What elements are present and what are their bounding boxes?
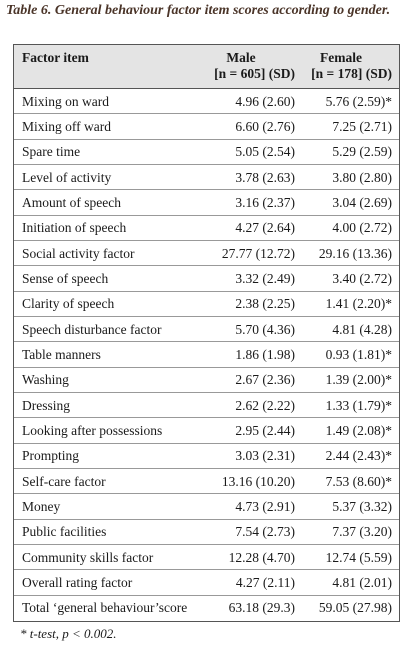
table-row: Looking after possessions 2.95 (2.44) 1.49…: [14, 418, 399, 444]
header-cell: Factor item: [22, 50, 89, 65]
value-cell: 29.16 (13.36): [318, 245, 392, 261]
header-subcell: [n = 178] (SD): [311, 66, 392, 81]
value-cell: 3.03 (2.31): [235, 448, 295, 464]
value-cell: 1.33 (1.79)*: [325, 397, 392, 413]
table-row: Social activity factor 27.77 (12.72) 29.16…: [14, 241, 399, 267]
table-row: Dressing 2.62 (2.22) 1.33 (1.79)*: [14, 393, 399, 419]
value-cell: 12.74 (5.59): [325, 549, 392, 565]
table-row: Washing 2.67 (2.36) 1.39 (2.00)*: [14, 368, 399, 393]
table-row: Money 4.73 (2.91) 5.37 (3.32): [14, 494, 399, 520]
value-cell: 3.04 (2.69): [332, 194, 392, 210]
table-row: Public facilities 7.54 (2.73) 7.37 (3.20): [14, 520, 399, 545]
value-cell: 5.29 (2.59): [332, 144, 392, 160]
value-cell: 3.32 (2.49): [235, 270, 295, 286]
value-cell: 4.81 (4.28): [332, 321, 392, 337]
value-cell: 1.49 (2.08)*: [325, 422, 392, 438]
value-cell: 3.16 (2.37): [235, 194, 295, 210]
table: Factor item Male [n = 605] (SD) Female [n = …: [13, 44, 400, 622]
value-cell: 2.44 (2.43)*: [325, 448, 392, 464]
table-row: Mixing on ward 4.96 (2.60) 5.76 (2.59)*: [14, 89, 399, 115]
table-row: Table manners 1.86 (1.98) 0.93 (1.81)*: [14, 342, 399, 368]
value-cell: 1.39 (2.00)*: [325, 372, 392, 388]
item-cell: Initiation of speech: [22, 220, 127, 236]
item-cell: Amount of speech: [22, 194, 121, 210]
item-cell: Prompting: [22, 448, 80, 464]
item-cell: Mixing off ward: [22, 118, 111, 134]
table-row: Clarity of speech 2.38 (2.25) 1.41 (2.20)*: [14, 292, 399, 317]
value-cell: 2.38 (2.25): [235, 296, 295, 312]
value-cell: 4.96 (2.60): [235, 93, 295, 109]
value-cell: 5.76 (2.59)*: [325, 93, 392, 109]
item-cell: Dressing: [22, 397, 70, 413]
value-cell: 1.86 (1.98): [235, 346, 295, 362]
header-cell: Male: [226, 50, 256, 65]
value-cell: 2.95 (2.44): [235, 422, 295, 438]
value-cell: 5.05 (2.54): [235, 144, 295, 160]
table-row: Speech disturbance factor 5.70 (4.36) 4.81…: [14, 317, 399, 343]
value-cell: 5.37 (3.32): [332, 498, 392, 514]
item-cell: Money: [22, 498, 61, 514]
value-cell: 59.05 (27.98): [318, 600, 392, 616]
item-cell: Self-care factor: [22, 473, 106, 489]
value-cell: 2.62 (2.22): [235, 397, 295, 413]
table-row: Total ‘general behaviour’score 63.18 (29.…: [14, 596, 399, 621]
table-row: Mixing off ward 6.60 (2.76) 7.25 (2.71): [14, 114, 399, 140]
table-row: Level of activity 3.78 (2.63) 3.80 (2.80): [14, 165, 399, 191]
value-cell: 12.28 (4.70): [228, 549, 295, 565]
item-cell: Looking after possessions: [22, 422, 163, 438]
value-cell: 2.67 (2.36): [235, 372, 295, 388]
value-cell: 27.77 (12.72): [221, 245, 295, 261]
table-row: Overall rating factor 4.27 (2.11) 4.81 (2.…: [14, 570, 399, 596]
value-cell: 6.60 (2.76): [235, 118, 295, 134]
item-cell: Level of activity: [22, 169, 112, 185]
value-cell: 4.81 (2.01): [332, 574, 392, 590]
item-cell: Sense of speech: [22, 270, 109, 286]
value-cell: 1.41 (2.20)*: [325, 296, 392, 312]
item-cell: Spare time: [22, 144, 81, 160]
value-cell: 3.40 (2.72): [332, 270, 392, 286]
item-cell: Community skills factor: [22, 549, 154, 565]
value-cell: 13.16 (10.20): [221, 473, 295, 489]
footnote: * t-test, p < 0.002.: [20, 626, 117, 641]
item-cell: Washing: [22, 372, 69, 388]
item-cell: Clarity of speech: [22, 296, 115, 312]
value-cell: 63.18 (29.3): [228, 600, 295, 616]
value-cell: 4.73 (2.91): [235, 498, 295, 514]
value-cell: 4.00 (2.72): [332, 220, 392, 236]
header-cell: Female: [320, 50, 362, 65]
value-cell: 3.78 (2.63): [235, 169, 295, 185]
item-cell: Table manners: [22, 346, 101, 362]
item-cell: Total ‘general behaviour’score: [22, 600, 188, 616]
table-row: Initiation of speech 4.27 (2.64) 4.00 (2.7…: [14, 216, 399, 241]
table-row: Community skills factor 12.28 (4.70) 12.74…: [14, 545, 399, 571]
table-row: Self-care factor 13.16 (10.20) 7.53 (8.60)…: [14, 469, 399, 495]
item-cell: Social activity factor: [22, 245, 135, 261]
value-cell: 4.27 (2.64): [235, 220, 295, 236]
table-row: Sense of speech 3.32 (2.49) 3.40 (2.72): [14, 266, 399, 292]
item-cell: Speech disturbance factor: [22, 321, 162, 337]
value-cell: 7.37 (3.20): [332, 524, 392, 540]
item-cell: Public facilities: [22, 524, 107, 540]
item-cell: Overall rating factor: [22, 574, 133, 590]
value-cell: 5.70 (4.36): [235, 321, 295, 337]
value-cell: 7.54 (2.73): [235, 524, 295, 540]
value-cell: 0.93 (1.81)*: [325, 346, 392, 362]
value-cell: 7.53 (8.60)*: [325, 473, 392, 489]
value-cell: 3.80 (2.80): [332, 169, 392, 185]
header-subcell: [n = 605] (SD): [214, 66, 295, 81]
table-header: Factor item Male [n = 605] (SD) Female [n = …: [14, 45, 399, 89]
value-cell: 7.25 (2.71): [332, 118, 392, 134]
table-row: Amount of speech 3.16 (2.37) 3.04 (2.69): [14, 190, 399, 216]
table-row: Spare time 5.05 (2.54) 5.29 (2.59): [14, 140, 399, 165]
table-row: Prompting 3.03 (2.31) 2.44 (2.43)*: [14, 444, 399, 469]
item-cell: Mixing on ward: [22, 93, 109, 109]
value-cell: 4.27 (2.11): [235, 574, 295, 590]
table-title: Table 6. General behaviour factor item s…: [6, 3, 391, 18]
